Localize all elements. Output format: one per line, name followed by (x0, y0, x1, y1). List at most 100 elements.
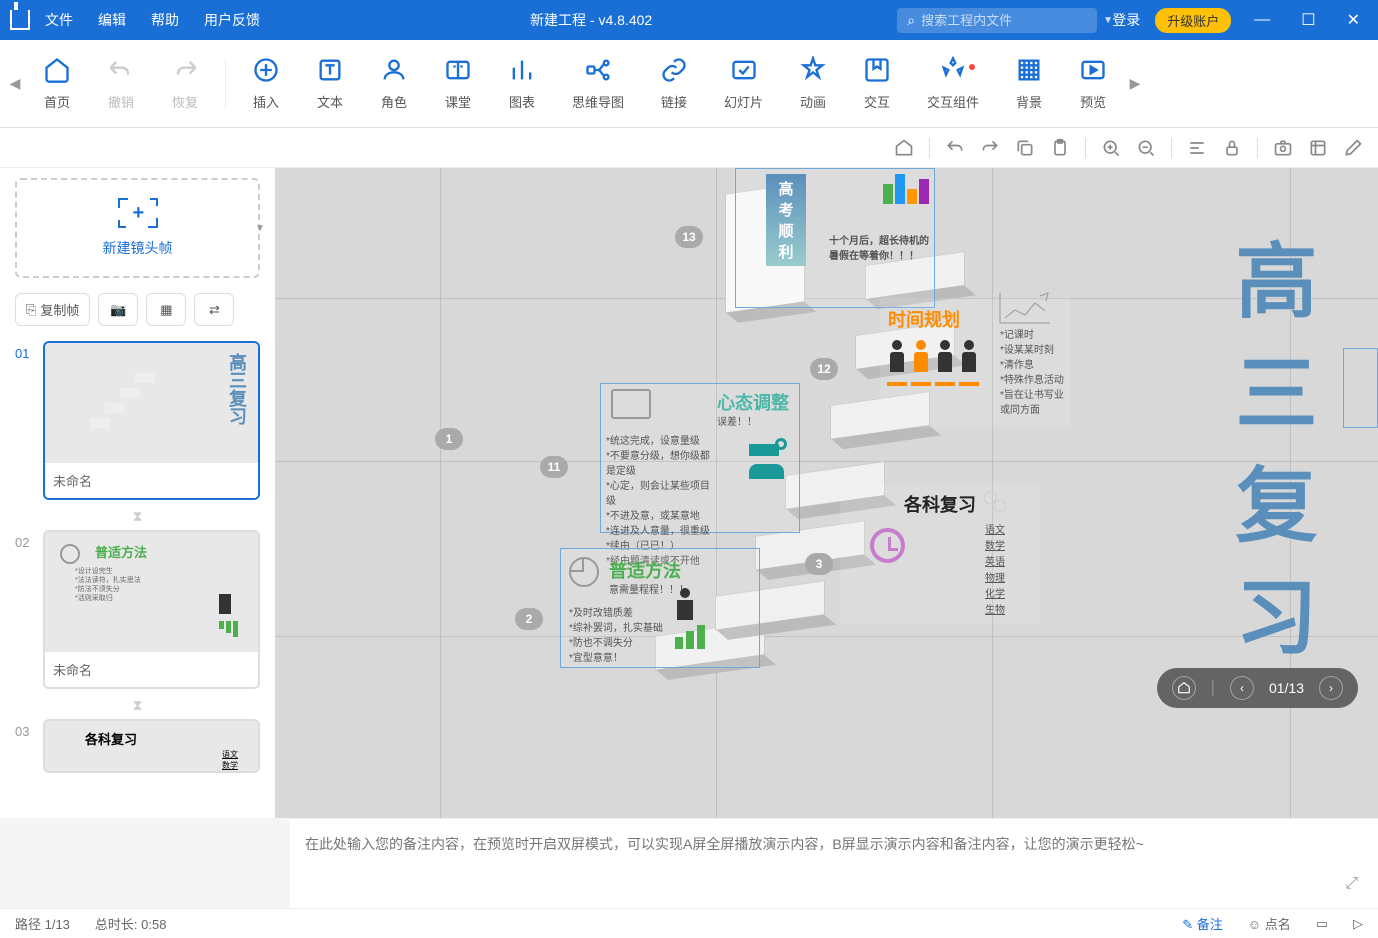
canvas-area[interactable]: ‹ ‹ 高三复习 1 2 3 11 12 13 (275, 168, 1378, 818)
align-icon[interactable] (1187, 138, 1207, 158)
menu-help[interactable]: 帮助 (151, 10, 179, 30)
menu-file[interactable]: 文件 (45, 10, 73, 30)
home-small-icon[interactable] (894, 138, 914, 158)
slide-title: 未命名 (45, 463, 258, 498)
slide-icon (730, 56, 758, 84)
slide-item-3[interactable]: 03 各科复习 语文数学 (15, 719, 260, 773)
sidebar-tools: ⎘ 复制帧 📷 ▦ ⇄ (15, 293, 260, 326)
animation-icon (799, 56, 827, 84)
login-link[interactable]: 登录 (1112, 10, 1140, 30)
redo-small-icon[interactable] (980, 138, 1000, 158)
toolbar-interact[interactable]: 交互 (845, 56, 909, 111)
toolbar-slide-label: 幻灯片 (724, 92, 763, 111)
window-minimize-icon[interactable]: — (1246, 11, 1278, 29)
slide-thumbnail: 普适方法 *设计设完生*法法读符，扎实思法*防法不须失分*活则采取归 (45, 532, 258, 652)
toolbar-text-label: 文本 (317, 92, 343, 111)
menu-edit[interactable]: 编辑 (98, 10, 126, 30)
slide-item-2[interactable]: 02 普适方法 *设计设完生*法法读符，扎实思法*防法不须失分*活则采取归 未命… (15, 530, 260, 689)
slide-title: 未命名 (45, 652, 258, 687)
status-notes-button[interactable]: ✎ 备注 (1182, 914, 1223, 933)
page-nav-home-icon[interactable] (1172, 676, 1196, 700)
path-tool-button[interactable]: ⇄ (194, 293, 234, 326)
toolbar-chart[interactable]: 图表 (490, 56, 554, 111)
edit-icon[interactable] (1343, 138, 1363, 158)
canvas-section-subjects[interactable]: 各科复习 语文数学英语物理化学生物 (840, 483, 1040, 623)
page-nav-next-icon[interactable]: › (1319, 676, 1343, 700)
slide-thumbnail: 高三复习 (45, 343, 258, 463)
toolbar-background-label: 背景 (1016, 92, 1042, 111)
page-navigator: | ‹ 01/13 › (1157, 668, 1358, 708)
zoom-in-icon[interactable] (1101, 138, 1121, 158)
qr-icon: ▦ (160, 302, 172, 318)
home-icon (43, 56, 71, 84)
camera-tool-button[interactable]: 📷 (98, 293, 138, 326)
toolbar-home[interactable]: 首页 (25, 56, 89, 111)
slide-number: 03 (15, 719, 35, 773)
toolbar-interact-label: 交互 (864, 92, 890, 111)
toolbar-text[interactable]: 文本 (298, 56, 362, 111)
toolbar-insert[interactable]: 插入 (234, 56, 298, 111)
frame-icon[interactable] (1308, 138, 1328, 158)
menu-feedback[interactable]: 用户反馈 (204, 10, 260, 30)
slide-separator-icon: ⧗ (15, 697, 260, 714)
status-play-icon[interactable]: ▷ (1353, 916, 1363, 932)
search-box[interactable]: ⌕ ▼ (897, 8, 1097, 33)
insert-icon (252, 56, 280, 84)
toolbar-component[interactable]: 交互组件 (909, 56, 997, 111)
app-logo-icon (10, 10, 30, 30)
notes-expand-icon[interactable]: ⤢ (1345, 875, 1358, 893)
canvas-marker: 1 (435, 428, 463, 450)
canvas-section-top[interactable]: 高考顺利 十个月后，超长待机的暑假在等着你！！！ (735, 168, 935, 308)
notes-input[interactable] (305, 834, 1310, 894)
upgrade-button[interactable]: 升级账户 (1155, 8, 1231, 33)
toolbar-preview[interactable]: 预览 (1061, 56, 1125, 111)
toolbar-class-label: 课堂 (445, 92, 471, 111)
window-close-icon[interactable]: ✕ (1339, 10, 1368, 30)
zoom-out-icon[interactable] (1136, 138, 1156, 158)
new-frame-button[interactable]: + 新建镜头帧 (15, 178, 260, 278)
search-input[interactable] (921, 13, 1097, 28)
page-indicator: 01/13 (1269, 680, 1304, 696)
toolbar-link[interactable]: 链接 (642, 56, 706, 111)
preview-icon (1079, 56, 1107, 84)
canvas-marker: 3 (805, 553, 833, 575)
qr-tool-button[interactable]: ▦ (146, 293, 186, 326)
undo-icon (107, 56, 135, 84)
page-nav-prev-icon[interactable]: ‹ (1230, 676, 1254, 700)
slide-item-1[interactable]: 01 高三复习 未命名 (15, 341, 260, 500)
camera-icon[interactable] (1273, 138, 1293, 158)
canvas-marker: 12 (810, 358, 838, 380)
window-maximize-icon[interactable]: ☐ (1293, 10, 1323, 30)
canvas-section-mind[interactable]: 心态调整 误差！！ *统这完成，设意量级*不要意分级，想你级都是定级*心定，则会… (600, 383, 800, 533)
status-present-icon[interactable]: ▭ (1316, 916, 1328, 932)
paste-icon[interactable] (1050, 138, 1070, 158)
search-icon: ⌕ (907, 12, 915, 29)
toolbar-role[interactable]: 角色 (362, 56, 426, 111)
toolbar-background[interactable]: 背景 (997, 56, 1061, 111)
canvas-marker: 2 (515, 608, 543, 630)
actionbar (0, 128, 1378, 168)
undo-small-icon[interactable] (945, 138, 965, 158)
copy-frame-button[interactable]: ⎘ 复制帧 (15, 293, 90, 326)
toolbar-class[interactable]: 课堂 (426, 56, 490, 111)
toolbar-redo[interactable]: 恢复 (153, 56, 217, 111)
toolbar-slide[interactable]: 幻灯片 (706, 56, 781, 111)
toolbar-scroll-left-icon[interactable]: ◀ (5, 40, 25, 128)
notes-area: ⤢ (290, 818, 1378, 908)
copy-icon[interactable] (1015, 138, 1035, 158)
new-frame-dropdown-icon[interactable]: ▼ (255, 223, 265, 234)
canvas-section-method[interactable]: 普适方法 意需量程程！！！ *及时改错质差*综补罢词，扎实基础*防也不调失分*宜… (560, 548, 760, 668)
toolbar-scroll-right-icon[interactable]: ▶ (1125, 40, 1145, 128)
toolbar-mindmap[interactable]: 思维导图 (554, 56, 642, 111)
status-roll-button[interactable]: ☺ 点名 (1248, 914, 1291, 933)
toolbar-undo[interactable]: 撤销 (89, 56, 153, 111)
statusbar: 路径 1/13 总时长: 0:58 ✎ 备注 ☺ 点名 ▭ ▷ (0, 908, 1378, 938)
sidebar: + 新建镜头帧 ▼ ⎘ 复制帧 📷 ▦ ⇄ 01 高三复习 (0, 168, 275, 818)
toolbar-redo-label: 恢复 (172, 92, 198, 111)
toolbar-animation[interactable]: 动画 (781, 56, 845, 111)
slide-number: 01 (15, 341, 35, 500)
toolbar-component-label: 交互组件 (927, 92, 979, 111)
new-frame-label: 新建镜头帧 (103, 238, 173, 258)
section-title: 心态调整 (717, 389, 789, 415)
lock-icon[interactable] (1222, 138, 1242, 158)
